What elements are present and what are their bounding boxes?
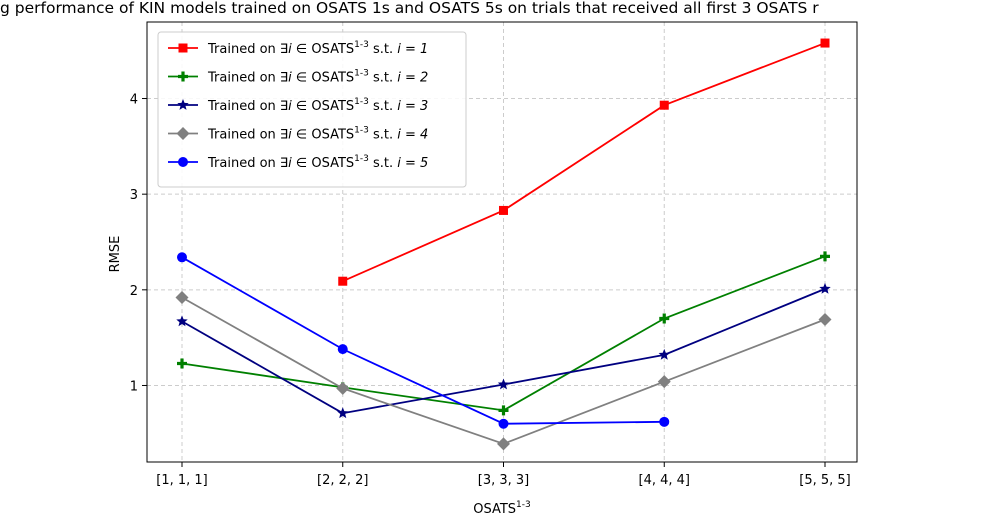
legend-label-part: s.t. <box>369 156 397 171</box>
data-point-marker <box>177 99 189 110</box>
legend-label-part: ∈ OSATS <box>292 128 354 143</box>
y-tick-label: 1 <box>130 379 138 394</box>
data-point-marker <box>337 344 348 355</box>
legend-label-part: Trained on ∃ <box>207 156 288 171</box>
legend-label-part: s.t. <box>369 99 397 114</box>
x-tick-label: [4, 4, 4] <box>639 473 691 488</box>
legend-label-part: i <box>288 156 292 171</box>
series-line <box>181 256 665 425</box>
legend-label-part: 1-3 <box>354 97 369 107</box>
series-3 <box>176 282 831 419</box>
legend-label-part: 1-3 <box>354 126 369 136</box>
legend-label-part: i = 5 <box>397 156 428 171</box>
x-tick-label: [2, 2, 2] <box>317 473 369 488</box>
legend-label-part: s.t. <box>369 42 397 57</box>
data-point-marker <box>177 252 187 263</box>
y-tick-label: 4 <box>130 93 138 108</box>
legend-box <box>157 31 467 188</box>
legend-label-part: i <box>288 99 292 114</box>
x-tick-label: [3, 3, 3] <box>478 473 530 488</box>
legend-label-part: ∈ OSATS <box>292 42 354 57</box>
legend-label-part: ∈ OSATS <box>292 71 354 86</box>
data-point-marker <box>657 375 671 389</box>
legend-label-part: ∈ OSATS <box>292 156 354 171</box>
y-tick-label: 2 <box>130 284 138 299</box>
legend-label-part: Trained on ∃ <box>207 128 288 143</box>
data-point-marker <box>175 290 189 304</box>
legend-label-part: i = 4 <box>397 128 428 143</box>
legend-label-part: Trained on ∃ <box>207 71 288 86</box>
data-point-marker <box>337 407 349 419</box>
legend-label-part: s.t. <box>369 71 397 86</box>
series-group <box>175 38 832 451</box>
x-axis-label-sup: 1-3 <box>516 500 531 510</box>
data-point-marker <box>178 43 188 53</box>
axes: [1, 1, 1] [2, 2, 2] [3, 3, 3] [4, 4, 4] [5, … <box>130 21 858 488</box>
legend-entry: Trained on ∃i ∈ OSATS1-3 s.t. i = 4 <box>168 126 428 143</box>
legend-label-part: i <box>288 71 292 86</box>
series-1 <box>338 38 830 286</box>
data-point-marker <box>176 315 188 327</box>
data-point-marker <box>820 38 830 48</box>
legend-label: Trained on ∃i ∈ OSATS1-3 s.t. i = 2 <box>207 69 428 86</box>
legend-label-part: ∈ OSATS <box>292 99 354 114</box>
data-point-marker <box>497 378 510 390</box>
legend-label-part: s.t. <box>369 128 397 143</box>
legend-label-part: 1-3 <box>354 40 369 50</box>
x-tick-label: [1, 1, 1] <box>156 473 208 488</box>
data-point-marker <box>338 276 348 286</box>
legend-entry: Trained on ∃i ∈ OSATS1-3 s.t. i = 1 <box>168 40 428 57</box>
data-point-marker <box>658 348 670 360</box>
data-point-marker <box>178 157 188 167</box>
legend-label: Trained on ∃i ∈ OSATS1-3 s.t. i = 5 <box>207 154 428 171</box>
legend-label: Trained on ∃i ∈ OSATS1-3 s.t. i = 4 <box>207 126 428 143</box>
data-point-marker <box>818 312 832 326</box>
legend-label-part: 1-3 <box>354 69 369 79</box>
data-point-marker <box>499 205 508 215</box>
data-point-marker <box>176 127 190 140</box>
legend-entry: Trained on ∃i ∈ OSATS1-3 s.t. i = 3 <box>168 97 428 114</box>
y-tick-label: 3 <box>130 188 138 203</box>
legend-label-part: i = 1 <box>397 42 428 57</box>
legend-entry: Trained on ∃i ∈ OSATS1-3 s.t. i = 5 <box>168 154 428 171</box>
legend-label: Trained on ∃i ∈ OSATS1-3 s.t. i = 1 <box>207 40 428 57</box>
legend-label-part: Trained on ∃ <box>207 99 288 114</box>
data-point-marker <box>498 418 509 429</box>
x-axis-label: OSATS1-3 <box>473 500 531 517</box>
legend-label-part: Trained on ∃ <box>207 42 288 57</box>
data-point-marker <box>178 71 188 82</box>
legend: Trained on ∃i ∈ OSATS1-3 s.t. i = 1Train… <box>157 31 467 188</box>
data-point-marker <box>177 358 187 369</box>
data-point-marker <box>659 416 670 427</box>
legend-label-part: i <box>288 42 292 57</box>
legend-entry: Trained on ∃i ∈ OSATS1-3 s.t. i = 2 <box>168 69 428 86</box>
series-4 <box>175 290 832 451</box>
data-point-marker <box>820 251 830 262</box>
legend-label-part: i <box>288 128 292 143</box>
data-point-marker <box>498 405 509 416</box>
x-axis-label-main: OSATS <box>473 502 516 517</box>
data-point-marker <box>659 313 670 324</box>
y-axis-label: RMSE <box>108 236 123 273</box>
data-point-marker <box>659 100 669 110</box>
legend-label: Trained on ∃i ∈ OSATS1-3 s.t. i = 3 <box>207 97 428 114</box>
series-line <box>342 42 826 283</box>
plot-frame <box>146 21 858 463</box>
legend-label-part: 1-3 <box>354 154 369 164</box>
data-point-marker <box>336 381 350 395</box>
x-tick-label: [5, 5, 5] <box>799 473 851 488</box>
legend-label-part: i = 3 <box>397 99 428 114</box>
data-point-marker <box>819 282 831 294</box>
data-point-marker <box>497 437 510 451</box>
legend-label-part: i = 2 <box>397 71 428 86</box>
chart-title: g performance of KIN models trained on O… <box>0 0 819 17</box>
series-5 <box>177 252 670 429</box>
